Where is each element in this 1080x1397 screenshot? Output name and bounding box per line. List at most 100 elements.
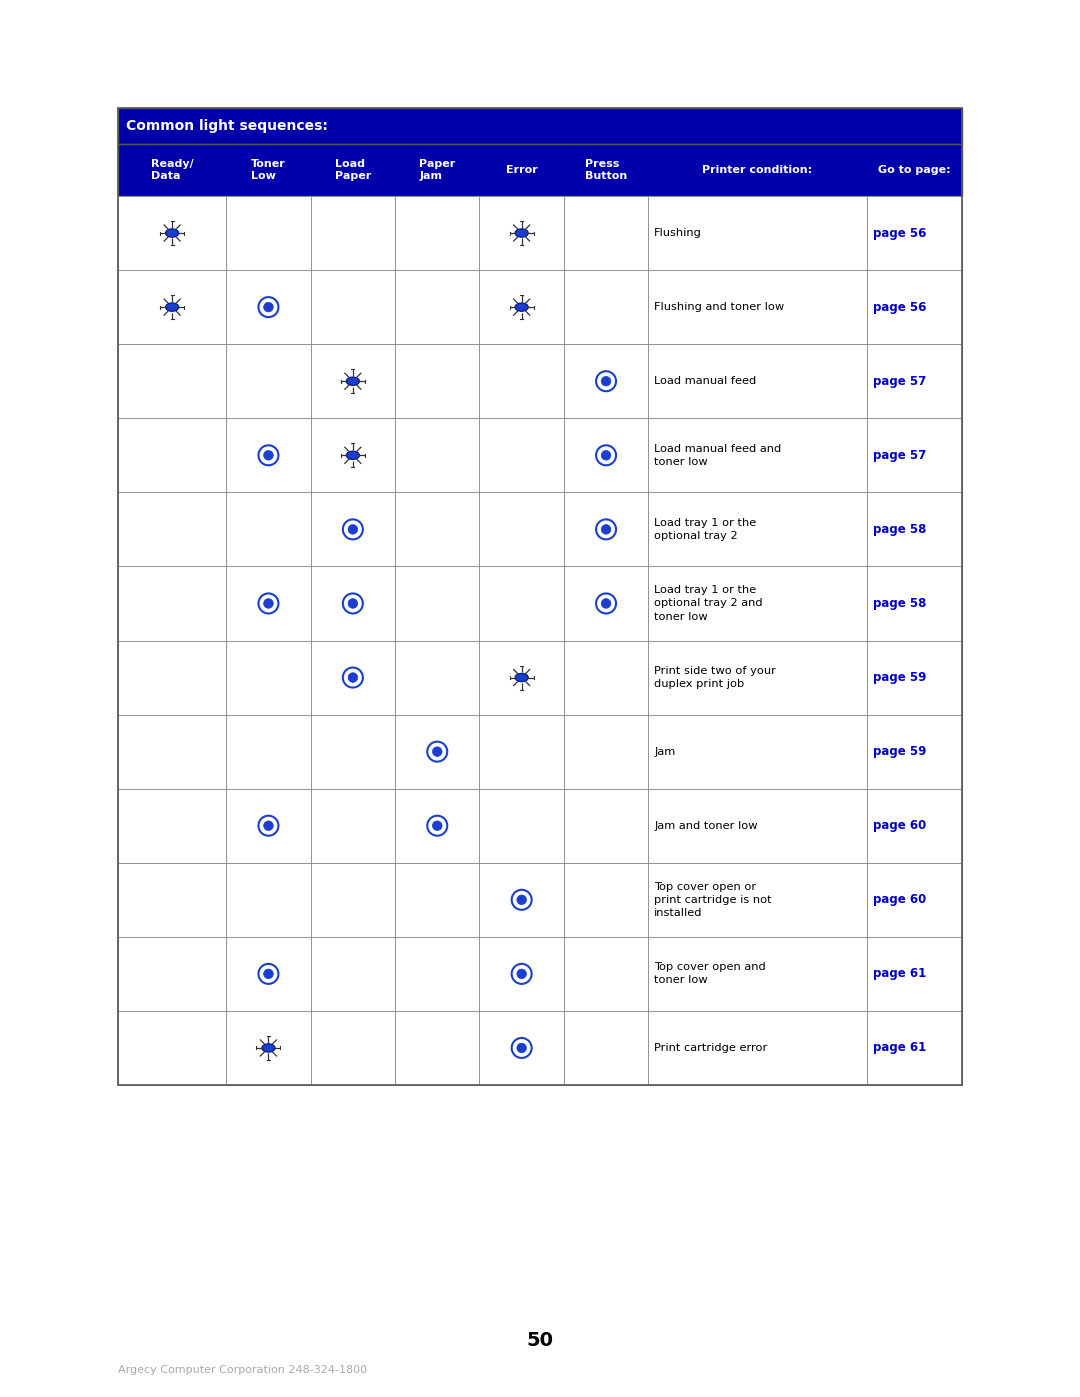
Text: Jam and toner low: Jam and toner low xyxy=(654,820,758,831)
Text: Print cartridge error: Print cartridge error xyxy=(654,1044,768,1053)
FancyBboxPatch shape xyxy=(118,1011,226,1085)
Text: page 58: page 58 xyxy=(873,522,926,536)
Text: page 57: page 57 xyxy=(873,448,926,462)
FancyBboxPatch shape xyxy=(648,1011,866,1085)
FancyBboxPatch shape xyxy=(118,715,226,789)
FancyBboxPatch shape xyxy=(480,640,564,715)
Ellipse shape xyxy=(515,229,528,237)
Circle shape xyxy=(348,599,357,608)
FancyBboxPatch shape xyxy=(480,418,564,492)
Text: Load
Paper: Load Paper xyxy=(335,159,370,180)
Ellipse shape xyxy=(347,451,360,460)
Text: 50: 50 xyxy=(527,1330,554,1350)
FancyBboxPatch shape xyxy=(395,937,480,1011)
Circle shape xyxy=(264,450,273,460)
FancyBboxPatch shape xyxy=(311,270,395,344)
FancyBboxPatch shape xyxy=(564,344,648,418)
FancyBboxPatch shape xyxy=(226,270,311,344)
Circle shape xyxy=(517,1044,526,1053)
Text: page 60: page 60 xyxy=(873,893,926,907)
FancyBboxPatch shape xyxy=(395,640,480,715)
FancyBboxPatch shape xyxy=(311,196,395,270)
Text: Error: Error xyxy=(505,165,538,175)
FancyBboxPatch shape xyxy=(866,492,962,566)
Circle shape xyxy=(264,970,273,979)
Text: Press
Button: Press Button xyxy=(585,159,627,180)
Circle shape xyxy=(602,599,611,608)
FancyBboxPatch shape xyxy=(226,863,311,937)
FancyBboxPatch shape xyxy=(311,863,395,937)
Circle shape xyxy=(264,599,273,608)
FancyBboxPatch shape xyxy=(226,1011,311,1085)
FancyBboxPatch shape xyxy=(395,270,480,344)
FancyBboxPatch shape xyxy=(564,270,648,344)
FancyBboxPatch shape xyxy=(648,789,866,863)
Circle shape xyxy=(348,673,357,682)
FancyBboxPatch shape xyxy=(866,344,962,418)
Text: page 56: page 56 xyxy=(873,300,926,313)
Text: Load tray 1 or the
optional tray 2 and
toner low: Load tray 1 or the optional tray 2 and t… xyxy=(654,585,762,622)
FancyBboxPatch shape xyxy=(311,492,395,566)
FancyBboxPatch shape xyxy=(395,566,480,640)
Ellipse shape xyxy=(261,1044,275,1052)
FancyBboxPatch shape xyxy=(480,789,564,863)
Text: Common light sequences:: Common light sequences: xyxy=(126,119,328,133)
FancyBboxPatch shape xyxy=(118,108,962,144)
FancyBboxPatch shape xyxy=(118,863,226,937)
FancyBboxPatch shape xyxy=(118,492,226,566)
FancyBboxPatch shape xyxy=(226,640,311,715)
FancyBboxPatch shape xyxy=(118,640,226,715)
FancyBboxPatch shape xyxy=(480,863,564,937)
FancyBboxPatch shape xyxy=(648,418,866,492)
Circle shape xyxy=(602,450,611,460)
FancyBboxPatch shape xyxy=(480,270,564,344)
FancyBboxPatch shape xyxy=(480,566,564,640)
FancyBboxPatch shape xyxy=(648,566,866,640)
Text: page 61: page 61 xyxy=(873,1041,926,1055)
FancyBboxPatch shape xyxy=(866,863,962,937)
FancyBboxPatch shape xyxy=(866,270,962,344)
FancyBboxPatch shape xyxy=(648,640,866,715)
FancyBboxPatch shape xyxy=(118,144,962,196)
FancyBboxPatch shape xyxy=(311,937,395,1011)
Text: Load manual feed: Load manual feed xyxy=(654,376,756,386)
FancyBboxPatch shape xyxy=(226,196,311,270)
Text: Flushing: Flushing xyxy=(654,228,702,237)
FancyBboxPatch shape xyxy=(866,937,962,1011)
FancyBboxPatch shape xyxy=(226,492,311,566)
FancyBboxPatch shape xyxy=(648,715,866,789)
FancyBboxPatch shape xyxy=(226,937,311,1011)
FancyBboxPatch shape xyxy=(480,715,564,789)
Text: page 58: page 58 xyxy=(873,597,926,610)
FancyBboxPatch shape xyxy=(648,270,866,344)
FancyBboxPatch shape xyxy=(648,863,866,937)
Text: Load tray 1 or the
optional tray 2: Load tray 1 or the optional tray 2 xyxy=(654,518,756,541)
FancyBboxPatch shape xyxy=(226,789,311,863)
FancyBboxPatch shape xyxy=(480,344,564,418)
Circle shape xyxy=(264,302,273,312)
FancyBboxPatch shape xyxy=(480,196,564,270)
FancyBboxPatch shape xyxy=(311,1011,395,1085)
FancyBboxPatch shape xyxy=(226,566,311,640)
Ellipse shape xyxy=(165,229,178,237)
FancyBboxPatch shape xyxy=(118,418,226,492)
FancyBboxPatch shape xyxy=(480,492,564,566)
Text: page 59: page 59 xyxy=(873,745,926,759)
FancyBboxPatch shape xyxy=(395,863,480,937)
FancyBboxPatch shape xyxy=(311,789,395,863)
FancyBboxPatch shape xyxy=(564,566,648,640)
Circle shape xyxy=(517,970,526,979)
FancyBboxPatch shape xyxy=(564,196,648,270)
Text: page 60: page 60 xyxy=(873,819,926,833)
Text: page 56: page 56 xyxy=(873,226,926,239)
FancyBboxPatch shape xyxy=(866,640,962,715)
Text: Jam: Jam xyxy=(654,746,675,757)
FancyBboxPatch shape xyxy=(118,789,226,863)
FancyBboxPatch shape xyxy=(564,492,648,566)
Text: page 61: page 61 xyxy=(873,967,926,981)
FancyBboxPatch shape xyxy=(395,1011,480,1085)
FancyBboxPatch shape xyxy=(118,566,226,640)
FancyBboxPatch shape xyxy=(118,196,226,270)
Ellipse shape xyxy=(165,303,178,312)
Circle shape xyxy=(602,376,611,386)
